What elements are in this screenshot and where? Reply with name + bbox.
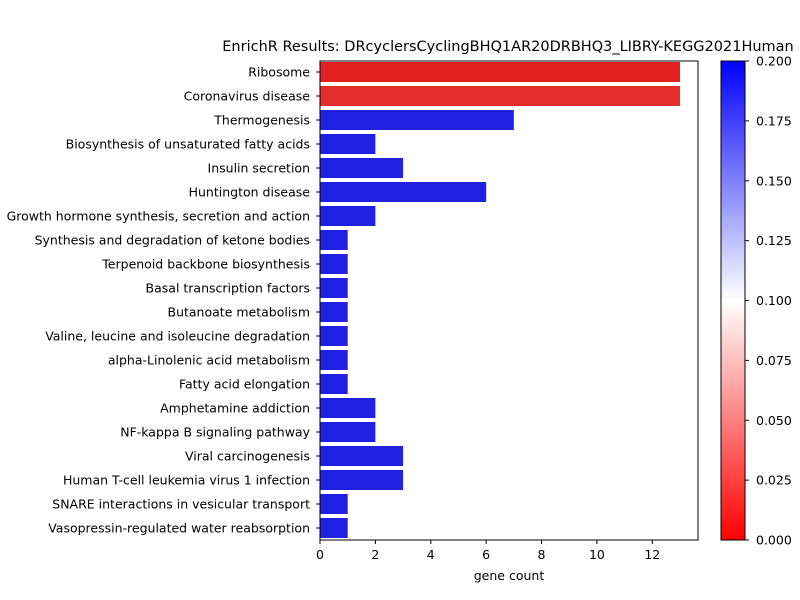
- colorbar-tick-label: 0.150: [756, 173, 792, 188]
- y-tick-label: alpha-Linolenic acid metabolism: [108, 353, 310, 368]
- bar: [320, 182, 487, 202]
- y-tick-label: Ribosome: [248, 65, 310, 80]
- y-tick-label: Synthesis and degradation of ketone bodi…: [35, 233, 310, 248]
- chart-title: EnrichR Results: DRcyclersCyclingBHQ1AR2…: [222, 39, 793, 55]
- y-tick-label: Viral carcinogenesis: [185, 449, 310, 464]
- y-tick-label: Huntington disease: [189, 185, 311, 200]
- colorbar-tick-label: 0.000: [756, 533, 792, 548]
- x-tick-label: 10: [589, 547, 605, 562]
- colorbar: [720, 60, 746, 541]
- bar: [320, 134, 376, 154]
- y-axis-ticks: Ribosome Coronavirus disease Thermogenesis…: [7, 65, 320, 536]
- bar: [320, 278, 348, 298]
- x-tick-label: 6: [482, 547, 490, 562]
- bar: [320, 374, 348, 394]
- y-tick-label: Basal transcription factors: [146, 281, 310, 296]
- bar: [320, 422, 376, 442]
- x-tick-label: 0: [316, 547, 324, 562]
- colorbar-tick-label: 0.125: [756, 233, 792, 248]
- bar: [320, 254, 348, 274]
- colorbar-ticks: 0.000 0.025 0.050 0.075 0.100 0.125 0.150 0.175…: [745, 54, 792, 548]
- colorbar-tick-label: 0.025: [756, 473, 792, 488]
- y-tick-label: Insulin secretion: [208, 161, 310, 176]
- bar: [320, 62, 680, 82]
- x-tick-label: 12: [644, 547, 660, 562]
- colorbar-tick-label: 0.050: [756, 413, 792, 428]
- bar: [320, 86, 680, 106]
- bar: [320, 494, 348, 514]
- y-tick-label: SNARE interactions in vesicular transpor…: [52, 497, 310, 512]
- colorbar-tick-label: 0.200: [756, 54, 792, 69]
- y-tick-label: Fatty acid elongation: [179, 377, 310, 392]
- y-tick-label: Vasopressin-regulated water reabsorption: [48, 521, 310, 536]
- y-tick-label: Terpenoid backbone biosynthesis: [101, 257, 310, 272]
- colorbar-tick-label: 0.100: [756, 293, 792, 308]
- bar: [320, 326, 348, 346]
- bar: [320, 470, 404, 490]
- bar: [320, 350, 348, 370]
- bars-group: [320, 62, 680, 538]
- bar: [320, 398, 376, 418]
- x-tick-label: 4: [427, 547, 435, 562]
- x-axis-ticks: 0 2 4 6 8 10 12: [316, 540, 660, 562]
- bar: [320, 518, 348, 538]
- y-tick-label: Thermogenesis: [213, 113, 310, 128]
- y-tick-label: Amphetamine addiction: [160, 401, 310, 416]
- y-tick-label: NF-kappa B signaling pathway: [120, 425, 310, 440]
- bar: [320, 230, 348, 250]
- y-tick-label: Valine, leucine and isoleucine degradati…: [45, 329, 310, 344]
- x-tick-label: 8: [538, 547, 546, 562]
- plot-frame: [319, 60, 699, 541]
- y-tick-label: Coronavirus disease: [184, 89, 311, 104]
- bar: [320, 158, 404, 178]
- bar: [320, 206, 376, 226]
- bar: [320, 446, 404, 466]
- y-tick-label: Butanoate metabolism: [168, 305, 311, 320]
- y-tick-label: Human T-cell leukemia virus 1 infection: [63, 473, 310, 488]
- y-tick-label: Growth hormone synthesis, secretion and …: [7, 209, 310, 224]
- bar: [320, 110, 514, 130]
- colorbar-tick-label: 0.075: [756, 353, 792, 368]
- bar: [320, 302, 348, 322]
- x-tick-label: 2: [371, 547, 379, 562]
- x-axis-label: gene count: [474, 568, 545, 583]
- y-tick-label: Biosynthesis of unsaturated fatty acids: [66, 137, 310, 152]
- colorbar-tick-label: 0.175: [756, 113, 792, 128]
